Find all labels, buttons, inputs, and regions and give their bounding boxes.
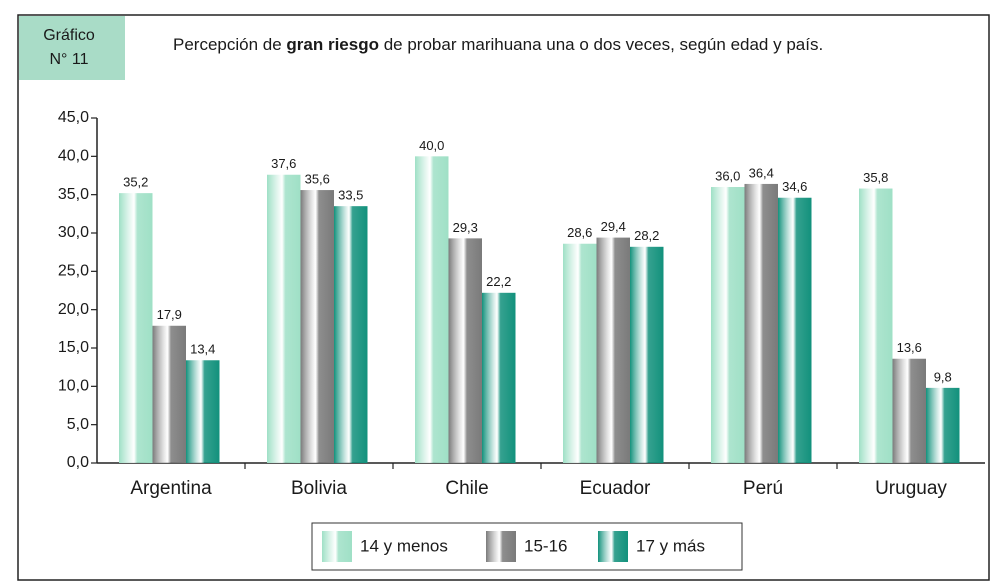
badge-line: Gráfico bbox=[43, 27, 95, 44]
value-label: 28,6 bbox=[567, 225, 592, 240]
bar bbox=[563, 243, 597, 463]
value-label: 40,0 bbox=[419, 138, 444, 153]
bar bbox=[267, 174, 301, 463]
x-tick-label: Ecuador bbox=[580, 478, 651, 499]
bar bbox=[300, 190, 334, 464]
legend-label: 15-16 bbox=[524, 536, 567, 555]
legend-swatch bbox=[486, 531, 516, 562]
y-tick-label: 10,0 bbox=[58, 378, 89, 395]
bar bbox=[482, 292, 516, 463]
value-label: 29,3 bbox=[453, 220, 478, 235]
bar bbox=[596, 237, 630, 463]
bar bbox=[711, 187, 745, 463]
y-tick-label: 40,0 bbox=[58, 148, 89, 165]
y-tick-label: 45,0 bbox=[58, 109, 89, 126]
x-tick-label: Uruguay bbox=[875, 478, 947, 499]
bar bbox=[334, 206, 368, 463]
y-tick-label: 25,0 bbox=[58, 263, 89, 280]
value-label: 36,0 bbox=[715, 168, 740, 183]
frame bbox=[17, 14, 990, 581]
value-label: 22,2 bbox=[486, 274, 511, 289]
bar bbox=[152, 325, 186, 463]
bar bbox=[448, 238, 482, 463]
x-tick-label: Chile bbox=[445, 478, 488, 499]
bar bbox=[859, 188, 893, 464]
bar bbox=[119, 193, 153, 463]
bar bbox=[778, 197, 812, 463]
bar bbox=[892, 358, 926, 463]
bar bbox=[744, 183, 778, 463]
chart-title: Percepción de gran riesgo de probar mari… bbox=[173, 35, 823, 54]
x-tick-label: Bolivia bbox=[291, 478, 347, 499]
legend-swatch bbox=[322, 531, 352, 562]
legend-label: 17 y más bbox=[636, 536, 705, 555]
badge bbox=[19, 16, 125, 80]
value-label: 9,8 bbox=[934, 369, 952, 384]
value-label: 13,6 bbox=[897, 340, 922, 355]
title-part: Percepción de bbox=[173, 35, 286, 54]
x-tick-label: Perú bbox=[743, 478, 783, 499]
y-tick-label: 20,0 bbox=[58, 301, 89, 318]
bar bbox=[926, 387, 960, 463]
bar bbox=[415, 156, 449, 464]
value-label: 35,8 bbox=[863, 170, 888, 185]
title-part: gran riesgo bbox=[286, 35, 379, 54]
y-tick-label: 5,0 bbox=[67, 416, 89, 433]
title-part: de probar marihuana una o dos veces, seg… bbox=[379, 35, 823, 54]
legend bbox=[311, 522, 743, 571]
legend-label: 14 y menos bbox=[360, 536, 448, 555]
value-label: 28,2 bbox=[634, 228, 659, 243]
value-label: 17,9 bbox=[157, 307, 182, 322]
value-label: 37,6 bbox=[271, 156, 296, 171]
bar bbox=[186, 360, 220, 463]
badge-line: N° 11 bbox=[49, 51, 88, 68]
value-label: 35,6 bbox=[305, 172, 330, 187]
value-label: 34,6 bbox=[782, 179, 807, 194]
y-tick-label: 15,0 bbox=[58, 339, 89, 356]
value-label: 29,4 bbox=[601, 219, 626, 234]
bar bbox=[630, 246, 664, 463]
value-label: 33,5 bbox=[338, 188, 363, 203]
x-tick-label: Argentina bbox=[130, 478, 212, 499]
y-tick-label: 0,0 bbox=[67, 454, 89, 471]
y-tick-label: 35,0 bbox=[58, 186, 89, 203]
value-label: 35,2 bbox=[123, 175, 148, 190]
y-tick-label: 30,0 bbox=[58, 224, 89, 241]
value-label: 36,4 bbox=[749, 165, 774, 180]
legend-swatch bbox=[598, 531, 628, 562]
value-label: 13,4 bbox=[190, 342, 215, 357]
